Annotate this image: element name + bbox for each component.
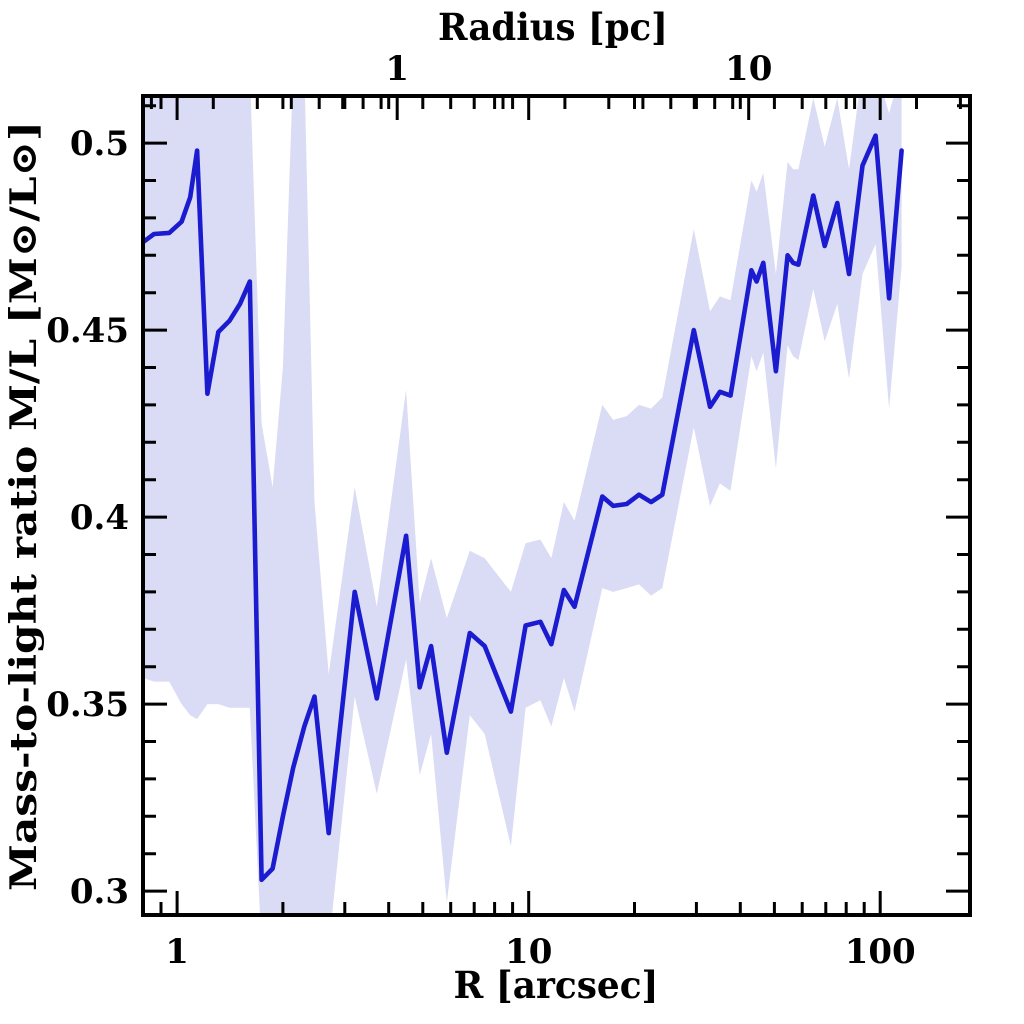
axis-ticks <box>143 96 970 915</box>
plot-frame <box>141 94 972 917</box>
profile-polyline <box>143 133 904 883</box>
frame-rect <box>141 94 972 917</box>
y-axis-title: Mass-to-light ratio M/L [M⊙/L⊙] <box>3 121 45 891</box>
tick-marks <box>143 96 970 915</box>
ml-profile-line <box>143 133 904 883</box>
top-tick-label: 1 <box>385 49 409 89</box>
x-tick-label: 1 <box>165 932 189 972</box>
y-tick-label: 0.3 <box>70 872 129 912</box>
y-tick-label: 0.4 <box>70 498 129 538</box>
x-tick-label: 100 <box>845 932 916 972</box>
uncertainty-band <box>143 96 902 915</box>
top-tick-label: 10 <box>725 49 772 89</box>
bottom-axis-title: R [arcsec] <box>454 963 659 1007</box>
top-axis-title: Radius [pc] <box>438 5 668 49</box>
y-tick-label: 0.45 <box>46 311 129 351</box>
band-polygon <box>143 96 902 915</box>
y-tick-label: 0.5 <box>70 124 129 164</box>
y-tick-label: 0.35 <box>46 685 129 725</box>
axis-tick-labels: 1 10 100 1 10 0.3 0.35 0.4 0.45 0.5 <box>46 49 916 972</box>
x-tick-label: 10 <box>505 932 552 972</box>
